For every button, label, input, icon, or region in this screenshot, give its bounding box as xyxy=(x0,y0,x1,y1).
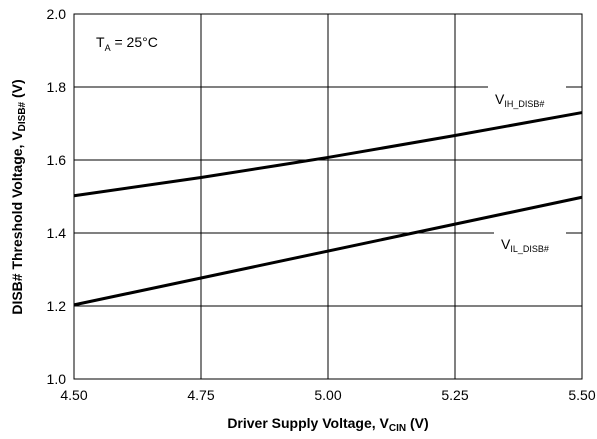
y-tick-labels: 1.0 1.2 1.4 1.6 1.8 2.0 xyxy=(47,6,67,387)
x-tick-label: 4.75 xyxy=(187,387,214,403)
series-line-vil-disb xyxy=(73,195,583,307)
y-axis-title-main: DISB# Threshold Voltage, V xyxy=(9,131,25,315)
x-tick-label: 5.00 xyxy=(314,387,341,403)
series-label-vih-disb: VIH_DISB# xyxy=(495,91,544,109)
condition-subscript: A xyxy=(105,43,111,53)
y-tick-label: 1.6 xyxy=(47,152,67,168)
series-label-il-main: V xyxy=(501,236,511,252)
y-tick-label: 1.2 xyxy=(47,298,67,314)
x-tick-label: 5.25 xyxy=(441,387,468,403)
x-axis-title-sub: CIN xyxy=(389,423,406,434)
x-tick-label: 4.50 xyxy=(60,387,87,403)
y-axis-title-unit: (V) xyxy=(9,79,25,102)
series-label-ih-sub: IH_DISB# xyxy=(504,99,544,109)
x-axis-title-unit: (V) xyxy=(406,415,429,431)
y-tick-label: 2.0 xyxy=(47,6,67,22)
y-tick-label: 1.0 xyxy=(47,371,67,387)
series-label-bg-ih xyxy=(488,86,566,112)
plot-area-frame xyxy=(73,13,583,380)
series-label-ih-main: V xyxy=(495,91,505,107)
series-label-bg-il xyxy=(494,230,566,256)
y-tick-label: 1.8 xyxy=(47,79,67,95)
series-lines xyxy=(73,111,583,307)
x-axis-title: Driver Supply Voltage, VCIN (V) xyxy=(227,415,428,434)
condition-prefix: T xyxy=(96,34,105,50)
x-tick-labels: 4.50 4.75 5.00 5.25 5.50 xyxy=(60,387,595,403)
y-tick-label: 1.4 xyxy=(47,225,67,241)
y-axis-title: DISB# Threshold Voltage, VDISB# (V) xyxy=(9,79,28,314)
x-tick-label: 5.50 xyxy=(568,387,595,403)
temperature-condition-label: TA = 25°C xyxy=(96,34,158,53)
grid-lines xyxy=(73,13,583,380)
y-axis-title-sub: DISB# xyxy=(17,101,28,131)
series-label-il-sub: IL_DISB# xyxy=(510,244,549,254)
condition-value: = 25°C xyxy=(111,34,158,50)
series-label-vil-disb: VIL_DISB# xyxy=(501,236,549,254)
x-axis-title-main: Driver Supply Voltage, V xyxy=(227,415,389,431)
series-line-vih-disb xyxy=(73,111,583,198)
